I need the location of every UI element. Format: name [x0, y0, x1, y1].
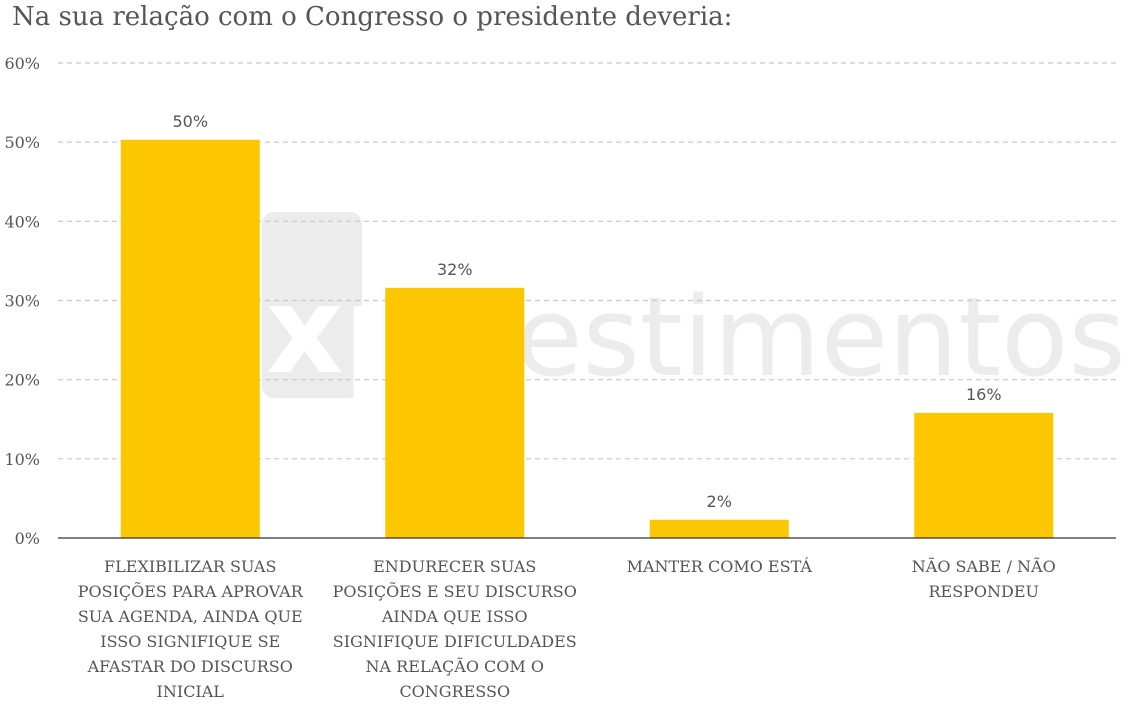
data-label: 2%: [707, 492, 732, 511]
y-tick-label: 60%: [4, 54, 40, 73]
x-tick-label: FLEXIBILIZAR SUAS POSIÇÕES PARA APROVAR SU…: [78, 557, 304, 701]
y-tick-label: 50%: [4, 133, 40, 152]
data-label: 32%: [437, 260, 473, 279]
y-tick-label: 10%: [4, 450, 40, 469]
x-tick-label: NÃO SABE / NÃO RESPONDEU: [912, 556, 1056, 601]
x-tick-label-line: NÃO SABE / NÃO: [912, 556, 1056, 576]
x-tick-label-line: POSIÇÕES PARA APROVAR: [78, 581, 304, 601]
x-tick-label-line: AINDA QUE ISSO: [381, 607, 528, 626]
x-tick-label-line: CONGRESSO: [399, 682, 510, 701]
x-tick-label-line: MANTER COMO ESTÁ: [627, 556, 813, 576]
data-label: 16%: [966, 385, 1002, 404]
bar: [914, 412, 1054, 538]
x-tick-label-line: AFASTAR DO DISCURSO: [87, 657, 293, 676]
x-tick-label: MANTER COMO ESTÁ: [627, 556, 813, 576]
x-tick-label-line: ENDURECER SUAS: [373, 557, 536, 576]
bars: [120, 139, 1054, 538]
data-label: 50%: [172, 112, 208, 131]
bar: [385, 287, 525, 538]
x-tick-label-line: SIGNIFIQUE DIFICULDADES: [333, 632, 577, 651]
x-tick-label-line: ISSO SIGNIFIQUE SE: [100, 632, 280, 651]
x-tick-label-line: SUA AGENDA, AINDA QUE: [78, 607, 303, 626]
x-tick-label-line: FLEXIBILIZAR SUAS: [104, 557, 276, 576]
y-tick-label: 30%: [4, 292, 40, 311]
x-tick-label-line: RESPONDEU: [928, 582, 1039, 601]
y-tick-label: 40%: [4, 212, 40, 231]
bar: [649, 519, 789, 538]
labels: 0% 10% 20% 30% 40% 50% 60% 50% FLEXIBILIZAR SUAS…: [4, 54, 1055, 701]
x-tick-label: ENDURECER SUAS POSIÇÕES E SEU DISCURSO AIN…: [333, 557, 577, 701]
bar: [120, 139, 260, 538]
x-tick-label-line: INICIAL: [157, 682, 225, 701]
y-tick-label: 0%: [15, 529, 40, 548]
y-tick-label: 20%: [4, 371, 40, 390]
x-tick-label-line: NA RELAÇÃO COM O: [366, 656, 545, 676]
x-tick-label-line: POSIÇÕES E SEU DISCURSO: [333, 581, 577, 601]
chart-title: Na sua relação com o Congresso o preside…: [12, 2, 733, 32]
